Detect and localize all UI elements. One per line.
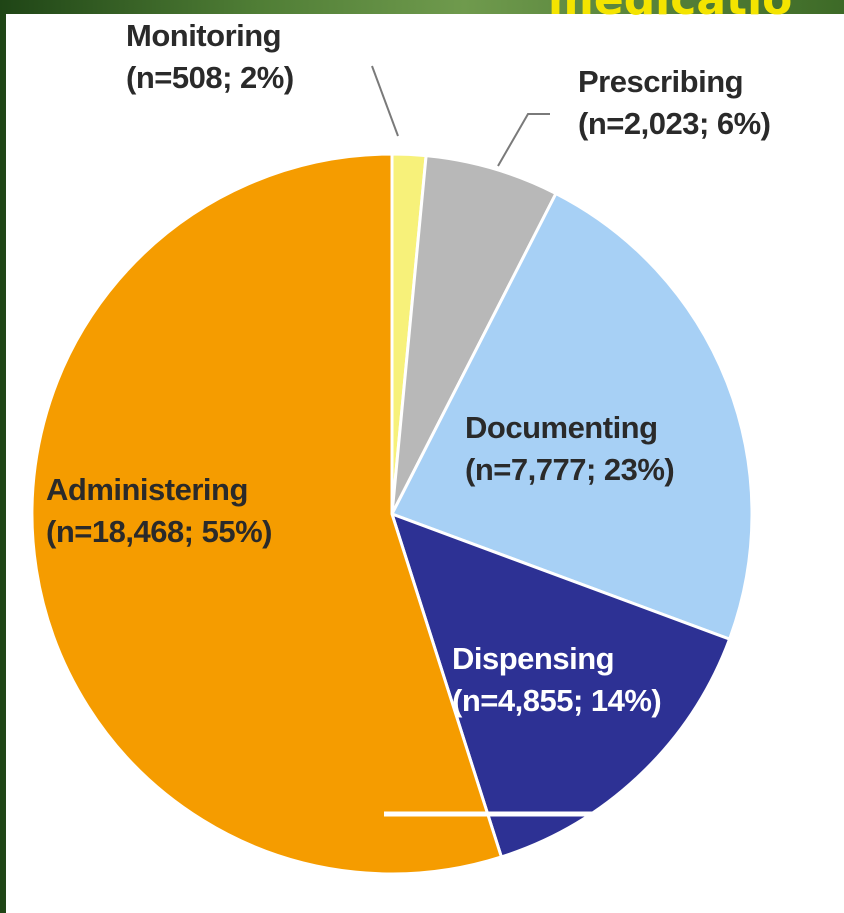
pie-slice-dispensing — [389, 511, 732, 859]
slice-value-label-documenting: (n=7,777; 23%) — [465, 452, 674, 487]
slice-value-label-prescribing: (n=2,023; 6%) — [578, 106, 771, 141]
leader-line-monitoring — [371, 65, 399, 137]
slice-labels: Monitoring (n=508; 2%) Prescribing (n=2,023… — [46, 18, 771, 718]
slice-label-dispensing: Dispensing — [452, 641, 614, 676]
page-title: medicatio — [548, 0, 792, 22]
leader-line-prescribing — [497, 113, 550, 167]
slice-value-label-monitoring: (n=508; 2%) — [126, 60, 294, 95]
pie-slices — [30, 152, 754, 876]
slice-label-monitoring: Monitoring — [126, 18, 281, 53]
slice-label-documenting: Documenting — [465, 410, 658, 445]
pie-slice-prescribing — [390, 153, 558, 515]
pie-slice-documenting — [389, 191, 754, 642]
slice-value-label-administering: (n=18,468; 55%) — [46, 514, 272, 549]
chart-panel: Monitoring (n=508; 2%) Prescribing (n=2,023… — [6, 14, 844, 913]
pie-chart: Monitoring (n=508; 2%) Prescribing (n=2,023… — [30, 18, 771, 876]
leader-lines — [371, 65, 550, 167]
pie-slice-administering — [30, 152, 504, 876]
slice-label-administering: Administering — [46, 472, 248, 507]
slice-value-label-dispensing: (n=4,855; 14%) — [452, 683, 661, 718]
slice-label-prescribing: Prescribing — [578, 64, 743, 99]
